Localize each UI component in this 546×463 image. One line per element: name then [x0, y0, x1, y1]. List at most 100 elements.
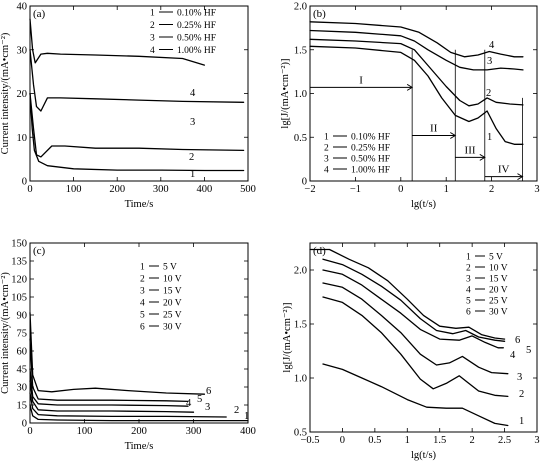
panel-label: (b) [313, 8, 326, 20]
curve-number-label: 1 [190, 169, 195, 180]
y-tick-label: 150 [11, 239, 27, 250]
legend-number: 4 [140, 299, 145, 309]
y-tick-label: 135 [11, 257, 27, 268]
x-tick-label: 200 [109, 184, 125, 195]
x-axis-label: Time/s [125, 441, 154, 452]
legend-number: 2 [466, 264, 471, 274]
legend-number: 2 [150, 21, 155, 31]
series-line-4 [309, 21, 524, 58]
plot-frame [29, 242, 249, 424]
legend-number: 4 [324, 166, 329, 176]
curve-number-label: 3 [190, 117, 195, 128]
x-tick-label: 0 [398, 184, 403, 195]
x-tick-label: 0 [27, 184, 32, 195]
y-axis-label: lg[J/(mA•cm⁻²)] [280, 58, 291, 128]
y-tick-label: 75 [17, 329, 28, 340]
y-tick-label: 2.0 [294, 266, 307, 277]
y-tick-label: 0 [302, 177, 307, 188]
curve-number-label: 3 [487, 56, 492, 67]
legend-number: 4 [466, 286, 471, 296]
series-line-3 [322, 282, 509, 375]
series-line-2 [322, 296, 509, 398]
legend-text: 0.25% HF [177, 21, 216, 31]
y-axis-label: lg[J/(mA•cm⁻²)] [282, 302, 293, 372]
x-tick-label: 100 [66, 184, 82, 195]
x-tick-label: 100 [77, 426, 93, 437]
stage-III-arrow-head [479, 153, 486, 161]
x-tick-label: 2.5 [498, 435, 511, 446]
stage-label: III [465, 144, 476, 156]
legend-text: 1.00% HF [177, 46, 216, 56]
y-tick-label: 90 [17, 311, 28, 322]
y-tick-label: 30 [17, 45, 28, 56]
stage-II-arrow-head [450, 132, 457, 139]
series-line-1 [309, 45, 524, 145]
legend-number: 2 [140, 275, 145, 285]
y-tick-label: 60 [17, 347, 28, 358]
panel-label: (d) [313, 245, 326, 257]
y-tick-label: 10 [17, 133, 28, 144]
x-tick-label: 3 [534, 435, 539, 446]
y-tick-label: 1.5 [294, 320, 307, 331]
curve-number-label: 4 [489, 40, 495, 51]
legend-number: 1 [150, 9, 155, 19]
legend-number: 6 [140, 323, 145, 333]
series-line-3 [309, 29, 524, 71]
y-tick-label: 30 [17, 383, 28, 394]
legend-text: 20 V [163, 299, 182, 309]
curve-number-label: 6 [206, 386, 211, 397]
legend-text: 10 V [163, 275, 182, 285]
y-tick-label: 0.5 [294, 428, 307, 439]
series-line-3 [29, 380, 195, 413]
y-tick-label: 0 [22, 419, 27, 430]
chart-panel-a: (a) 0 100 200 300 400 500 0 10 20 30 40 Time/s Curren… [0, 2, 256, 211]
panel-label: (c) [33, 245, 46, 257]
stage-I-arrow-head [406, 83, 414, 91]
legend-number: 4 [150, 46, 155, 56]
series-line-6 [309, 248, 506, 340]
curve-number-label: 4 [186, 398, 192, 409]
curve-number-label: 4 [190, 88, 196, 99]
y-tick-label: 40 [17, 2, 28, 13]
legend-number: 1 [466, 253, 471, 263]
legend-text: 0.50% HF [351, 155, 390, 165]
series-line-1 [322, 363, 509, 427]
legend-number: 3 [324, 155, 329, 165]
legend-number: 6 [466, 308, 471, 318]
x-tick-label: −1 [350, 184, 361, 195]
chart-panel-b: (b)−2 −1 0 1 2 300.51.01.52.0lg(t/s)lg[J/(mA•… [280, 2, 540, 211]
curve-number-label: 6 [515, 335, 520, 346]
x-tick-label: 1 [405, 435, 410, 446]
stage-IV-arrow-head [517, 173, 524, 181]
legend-number: 3 [140, 287, 145, 297]
legend-number: 3 [466, 275, 471, 285]
curve-number-label: 4 [510, 350, 516, 361]
x-axis-label: Time/s [125, 199, 154, 210]
x-tick-label: 3 [534, 184, 539, 195]
y-tick-label: 0 [22, 177, 27, 188]
series-line-2 [29, 92, 245, 158]
stage-label: I [359, 74, 363, 86]
curve-number-label: 2 [189, 152, 194, 163]
x-tick-label: 0 [340, 435, 345, 446]
legend-text: 0.10% HF [351, 133, 390, 143]
legend-text: 10 V [489, 264, 508, 274]
curve-number-label: 2 [234, 405, 239, 416]
curve-number-label: 1 [244, 411, 249, 422]
panel-label: (a) [33, 8, 46, 20]
x-tick-label: 200 [131, 426, 147, 437]
legend-text: 5 V [489, 253, 503, 263]
legend-number: 1 [140, 263, 145, 273]
plot-frame [309, 242, 538, 433]
legend-number: 1 [324, 133, 329, 143]
y-axis-label: Current intensity/(mA•cm⁻²) [0, 32, 11, 154]
series-line-4 [29, 368, 189, 407]
legend-text: 0.10% HF [177, 9, 216, 19]
series-line-1 [29, 404, 249, 422]
series-line-6 [29, 311, 206, 395]
series-line-4 [322, 269, 504, 349]
legend-number: 3 [150, 34, 155, 44]
y-tick-label: 120 [11, 275, 27, 286]
y-tick-label: 15 [17, 401, 28, 412]
